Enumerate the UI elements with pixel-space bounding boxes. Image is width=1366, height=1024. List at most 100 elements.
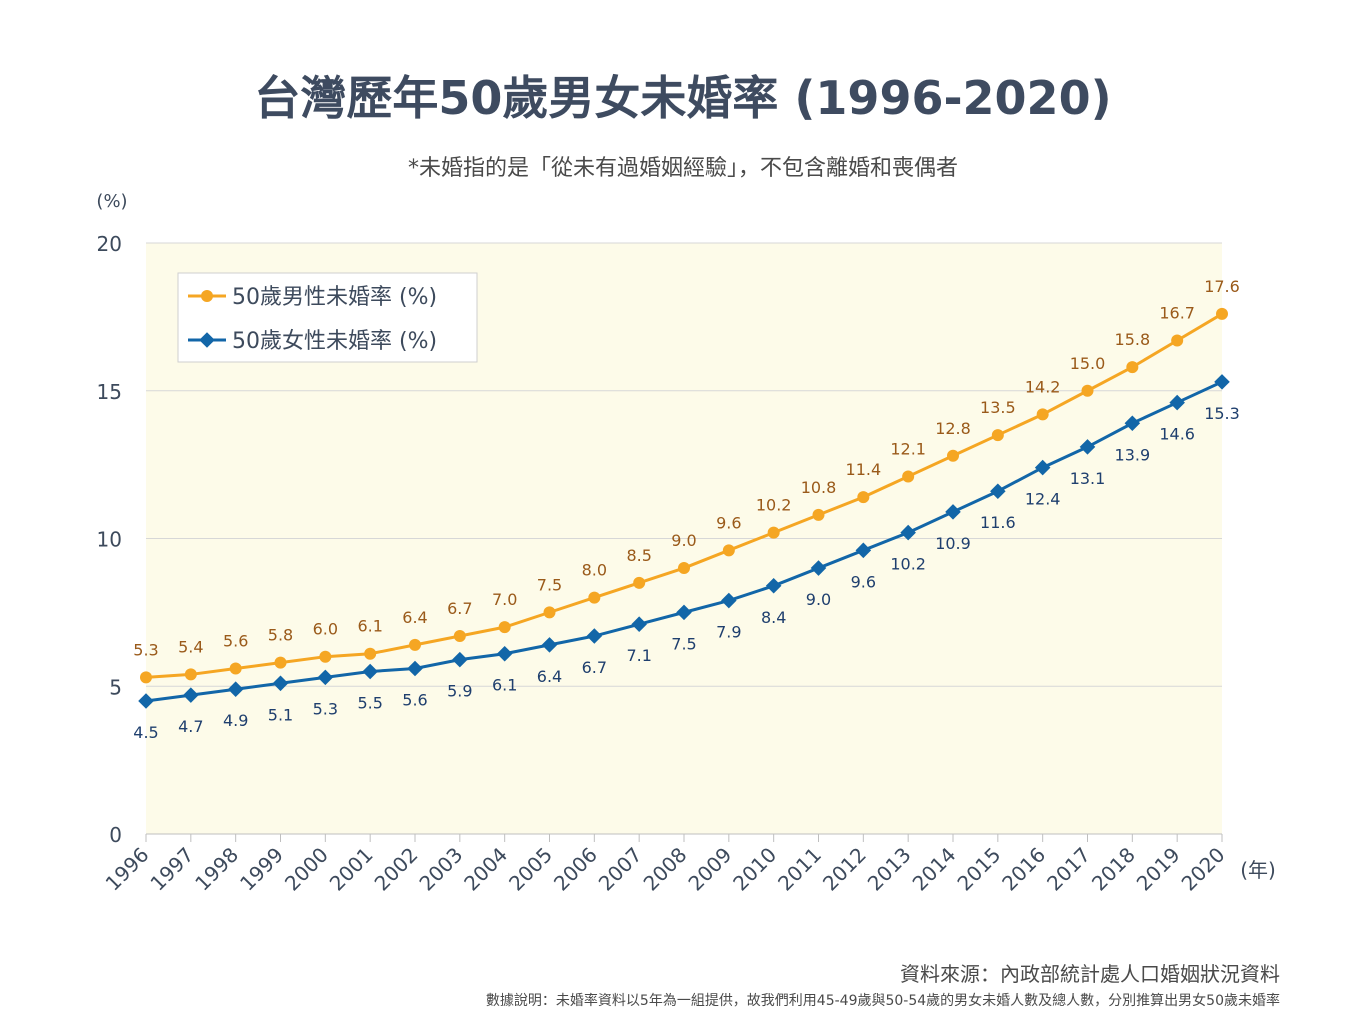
male-point <box>902 470 915 483</box>
female-data-label: 4.7 <box>178 717 203 736</box>
x-tick-label: 2002 <box>370 843 423 896</box>
male-point <box>633 576 646 589</box>
female-point <box>1169 394 1185 411</box>
x-tick-label: 2015 <box>952 843 1005 896</box>
y-tick-label: 10 <box>97 528 122 552</box>
female-point <box>631 616 647 632</box>
male-point <box>409 638 421 651</box>
female-data-label: 4.5 <box>133 723 158 742</box>
female-data-label: 7.5 <box>671 634 696 653</box>
x-tick-label: 2007 <box>594 843 647 896</box>
male-data-label: 10.8 <box>801 478 837 497</box>
female-point <box>1034 459 1051 476</box>
male-data-label: 9.6 <box>716 513 741 532</box>
x-axis-label: (年) <box>1240 858 1276 882</box>
x-tick-label: 1998 <box>190 843 243 896</box>
female-point <box>1079 439 1096 455</box>
legend-female-label: 50歲女性未婚率 (%) <box>232 329 437 354</box>
female-data-label: 6.1 <box>492 676 517 695</box>
female-data-label: 5.6 <box>402 691 427 710</box>
male-point <box>364 647 377 660</box>
chart-title: 台灣歷年50歲男女未婚率 (1996-2020) <box>254 71 1112 125</box>
x-tick-label: 2009 <box>683 843 736 896</box>
female-data-label: 6.7 <box>582 658 607 677</box>
male-point <box>767 526 780 539</box>
x-tick-label: 2018 <box>1087 843 1140 896</box>
female-point <box>1124 415 1141 432</box>
y-tick-label: 0 <box>109 823 122 847</box>
male-point <box>1126 361 1139 374</box>
male-data-label: 15.8 <box>1115 330 1151 349</box>
legend-female-marker <box>199 332 215 348</box>
male-point <box>319 650 332 663</box>
female-data-label: 7.1 <box>626 646 651 665</box>
male-data-label: 7.0 <box>492 590 517 609</box>
chart-subtitle: *未婚指的是「從未有過婚姻經驗」，不包含離婚和喪偶者 <box>407 156 958 181</box>
male-data-label: 17.6 <box>1204 277 1240 296</box>
male-data-label: 16.7 <box>1159 304 1195 323</box>
female-point <box>765 578 782 594</box>
male-data-label: 5.6 <box>223 632 248 651</box>
x-tick-label: 2000 <box>280 843 333 896</box>
male-point <box>588 591 601 604</box>
male-data-label: 8.5 <box>626 546 651 565</box>
data-source: 資料來源：內政部統計處人口婚姻狀況資料 <box>900 962 1280 986</box>
female-point <box>855 542 872 559</box>
female-data-label: 7.9 <box>716 623 741 642</box>
x-tick-label: 2016 <box>997 843 1050 896</box>
x-tick-label: 1997 <box>145 843 198 896</box>
x-tick-label: 2011 <box>773 843 826 896</box>
female-data-label: 5.9 <box>447 682 472 701</box>
female-data-label: 5.1 <box>268 705 293 724</box>
female-point <box>721 592 737 609</box>
legend-male-label: 50歲男性未婚率 (%) <box>232 285 437 310</box>
female-data-label: 14.6 <box>1159 425 1195 444</box>
male-data-label: 12.8 <box>935 419 971 438</box>
y-tick-label: 15 <box>97 380 122 404</box>
x-tick-label: 2012 <box>818 843 871 896</box>
male-point <box>184 668 197 681</box>
female-data-label: 4.9 <box>223 711 248 730</box>
female-data-label: 10.9 <box>935 534 971 553</box>
male-point <box>1216 307 1228 320</box>
male-point <box>812 508 825 521</box>
male-point <box>274 656 287 669</box>
x-tick-label: 2001 <box>325 843 378 896</box>
x-tick-label: 2017 <box>1042 843 1095 896</box>
male-point <box>1036 408 1049 421</box>
x-tick-label: 2008 <box>639 843 692 896</box>
x-tick-label: 2003 <box>414 843 467 896</box>
female-point <box>541 637 558 653</box>
x-tick-label: 2004 <box>459 843 512 896</box>
male-data-label: 5.4 <box>178 637 203 656</box>
female-data-label: 11.6 <box>980 513 1016 532</box>
male-point <box>229 662 242 675</box>
x-tick-label: 2006 <box>549 843 602 896</box>
data-note: 數據說明：未婚率資料以5年為一組提供，故我們利用45-49歲與50-54歲的男女… <box>485 993 1280 1009</box>
male-data-label: 8.0 <box>582 561 607 580</box>
x-tick-label: 1999 <box>235 843 288 896</box>
male-point <box>991 429 1004 442</box>
male-data-label: 5.8 <box>268 626 293 645</box>
y-tick-label: 20 <box>97 232 122 256</box>
male-data-label: 5.3 <box>133 640 158 659</box>
male-point <box>543 606 556 619</box>
female-data-label: 10.2 <box>890 555 926 574</box>
female-point <box>586 628 603 644</box>
female-point <box>183 687 199 703</box>
x-tick-label: 2020 <box>1177 843 1230 896</box>
male-point <box>498 621 511 634</box>
male-point <box>1081 384 1094 397</box>
male-point <box>857 491 870 504</box>
x-tick-label: 1996 <box>101 843 154 896</box>
female-point <box>810 560 827 576</box>
male-data-label: 7.5 <box>537 575 562 594</box>
female-point <box>1214 374 1230 390</box>
male-data-label: 11.4 <box>846 460 882 479</box>
y-axis-label: (%) <box>96 191 127 212</box>
male-data-label: 9.0 <box>671 531 696 550</box>
female-data-label: 8.4 <box>761 608 786 627</box>
male-point <box>453 630 466 643</box>
legend-male-marker <box>201 290 213 302</box>
